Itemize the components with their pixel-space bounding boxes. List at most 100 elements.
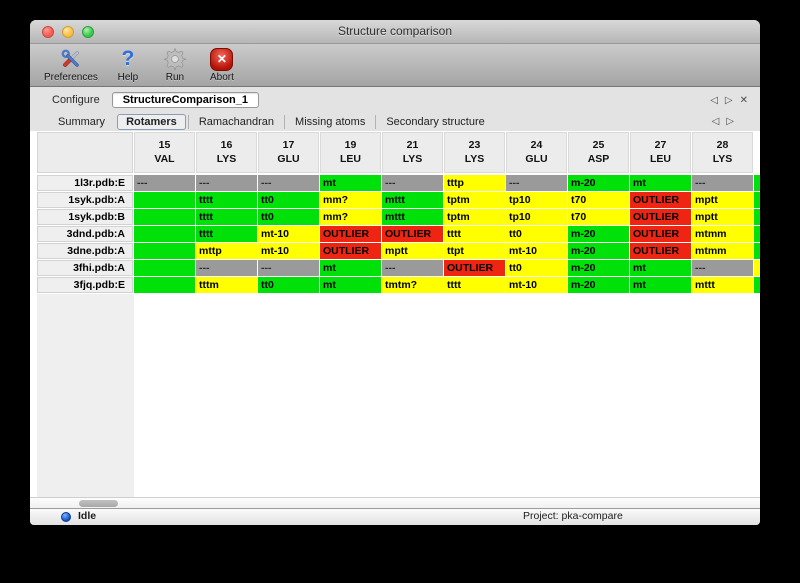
rotamer-cell[interactable]: mttp (196, 243, 257, 259)
rotamer-cell[interactable]: tp10 (506, 209, 567, 225)
rotamer-cell[interactable]: --- (506, 175, 567, 191)
close-tab-icon[interactable]: ✕ (739, 94, 748, 106)
tab-secondary-structure[interactable]: Secondary structure (375, 114, 494, 129)
rotamer-cell[interactable]: OUTLIER (630, 192, 691, 208)
horizontal-scrollbar[interactable] (30, 497, 760, 509)
rotamer-cell[interactable]: --- (382, 260, 443, 276)
configuration-name-field[interactable]: StructureComparison_1 (111, 92, 260, 108)
rotamer-cell[interactable]: mtmm (692, 226, 753, 242)
horizontal-scrollbar-thumb[interactable] (79, 500, 118, 507)
rotamer-cell[interactable]: tttt (444, 277, 505, 293)
nav-prev-icon[interactable]: ◁ (710, 94, 718, 106)
rotamer-cell[interactable]: tmtm? (382, 277, 443, 293)
rotamer-cell[interactable]: tt0 (506, 226, 567, 242)
rotamer-cell[interactable]: tptm (444, 209, 505, 225)
rotamer-cell[interactable]: OUTLIER (630, 209, 691, 225)
row-header-1syk-pdb-b[interactable]: 1syk.pdb:B (37, 209, 133, 225)
rotamer-cell[interactable]: mm? (320, 192, 381, 208)
tab-missing-atoms[interactable]: Missing atoms (284, 114, 375, 129)
rotamer-cell[interactable]: mt (630, 277, 691, 293)
row-header-3dnd-pdb-a[interactable]: 3dnd.pdb:A (37, 226, 133, 242)
rotamer-cell[interactable]: OUTLIER (630, 226, 691, 242)
rotamer-cell[interactable] (134, 226, 195, 242)
rotamer-cell[interactable]: tt0 (258, 277, 319, 293)
rotamer-cell[interactable]: mt-10 (258, 226, 319, 242)
rotamer-cell[interactable]: --- (382, 175, 443, 191)
rotamer-cell[interactable]: mm? (320, 209, 381, 225)
rotamer-cell[interactable]: tttt (196, 226, 257, 242)
tabs-next-icon[interactable]: ▷ (726, 116, 734, 127)
rotamer-cell[interactable]: m-20 (568, 243, 629, 259)
rotamer-cell[interactable]: mt-10 (506, 243, 567, 259)
rotamer-cell[interactable]: ttpt (444, 243, 505, 259)
help-button[interactable]: ? Help (111, 46, 145, 83)
rotamer-cell[interactable]: t70 (568, 209, 629, 225)
rotamer-cell[interactable]: mptt (382, 243, 443, 259)
rotamer-cell[interactable]: --- (134, 175, 195, 191)
rotamer-cell[interactable] (134, 192, 195, 208)
rotamer-cell[interactable]: m-20 (568, 260, 629, 276)
title-bar[interactable]: Structure comparison (30, 20, 760, 44)
rotamer-cell[interactable]: --- (258, 260, 319, 276)
rotamer-cell[interactable]: --- (692, 260, 753, 276)
nav-next-icon[interactable]: ▷ (724, 94, 733, 106)
tab-summary[interactable]: Summary (58, 115, 106, 128)
rotamer-cell[interactable]: tttm (196, 277, 257, 293)
minimize-button[interactable] (62, 26, 74, 38)
rotamer-cell[interactable]: tt0 (258, 192, 319, 208)
residue-number: 27 (654, 139, 667, 151)
rotamer-cell[interactable] (134, 243, 195, 259)
tabs-prev-icon[interactable]: ◁ (711, 116, 720, 127)
rotamer-cell[interactable]: --- (196, 260, 257, 276)
rotamer-cell[interactable]: tttp (444, 175, 505, 191)
row-header-3fhi-pdb-a[interactable]: 3fhi.pdb:A (37, 260, 133, 276)
rotamer-cell[interactable]: mttt (382, 192, 443, 208)
rotamer-cell[interactable]: --- (692, 175, 753, 191)
rotamer-cell[interactable]: OUTLIER (444, 260, 505, 276)
tab-rotamers[interactable]: Rotamers (117, 113, 186, 130)
rotamer-cell[interactable]: tttt (196, 192, 257, 208)
rotamer-cell[interactable]: m-20 (568, 175, 629, 191)
rotamer-cell[interactable]: mptt (692, 209, 753, 225)
preferences-button[interactable]: Preferences (44, 46, 98, 83)
rotamer-cell[interactable]: mttt (692, 277, 753, 293)
rotamer-cell[interactable]: mttt (382, 209, 443, 225)
rotamer-cell[interactable]: OUTLIER (320, 226, 381, 242)
rotamer-cell[interactable] (134, 277, 195, 293)
rotamer-cell[interactable] (134, 209, 195, 225)
rotamer-cell[interactable]: m-20 (568, 277, 629, 293)
abort-button[interactable]: ✕ Abort (205, 46, 239, 83)
rotamer-cell[interactable]: mt (320, 260, 381, 276)
rotamer-cell[interactable]: OUTLIER (630, 243, 691, 259)
row-header-3dne-pdb-a[interactable]: 3dne.pdb:A (37, 243, 133, 259)
rotamer-cell[interactable]: tt0 (506, 260, 567, 276)
rotamer-cell[interactable]: mt (320, 175, 381, 191)
rotamer-cell[interactable]: --- (196, 175, 257, 191)
rotamer-cell[interactable]: mt-10 (506, 277, 567, 293)
row-header-3fjq-pdb-e[interactable]: 3fjq.pdb:E (37, 277, 133, 293)
rotamer-cell[interactable]: tptm (444, 192, 505, 208)
rotamer-cell[interactable]: t70 (568, 192, 629, 208)
rotamer-cell[interactable]: tttt (444, 226, 505, 242)
rotamer-cell[interactable]: OUTLIER (320, 243, 381, 259)
rotamer-cell[interactable]: tt0 (258, 209, 319, 225)
rotamer-cell[interactable]: mtmm (692, 243, 753, 259)
row-header-1syk-pdb-a[interactable]: 1syk.pdb:A (37, 192, 133, 208)
rotamer-cell[interactable]: mt (630, 175, 691, 191)
rotamer-cell[interactable]: mt-10 (258, 243, 319, 259)
rotamer-cell[interactable]: mt (630, 260, 691, 276)
zoom-button[interactable] (82, 26, 94, 38)
rotamer-cell[interactable]: --- (258, 175, 319, 191)
rotamer-cell[interactable]: mt (320, 277, 381, 293)
rotamer-cell[interactable]: mptt (692, 192, 753, 208)
rotamer-cell[interactable] (134, 260, 195, 276)
run-button[interactable]: Run (158, 46, 192, 83)
rotamer-cell[interactable]: m-20 (568, 226, 629, 242)
rotamer-cell[interactable]: OUTLIER (382, 226, 443, 242)
row-header-1l3r-pdb-e[interactable]: 1l3r.pdb:E (37, 175, 133, 191)
rotamer-cell[interactable]: tttt (196, 209, 257, 225)
tab-ramachandran[interactable]: Ramachandran (187, 114, 284, 129)
table-row: 1l3r.pdb:E --- --- --- mt --- tttp --- m-20 mt --- (37, 175, 760, 191)
close-button[interactable] (42, 26, 54, 38)
rotamer-cell[interactable]: tp10 (506, 192, 567, 208)
